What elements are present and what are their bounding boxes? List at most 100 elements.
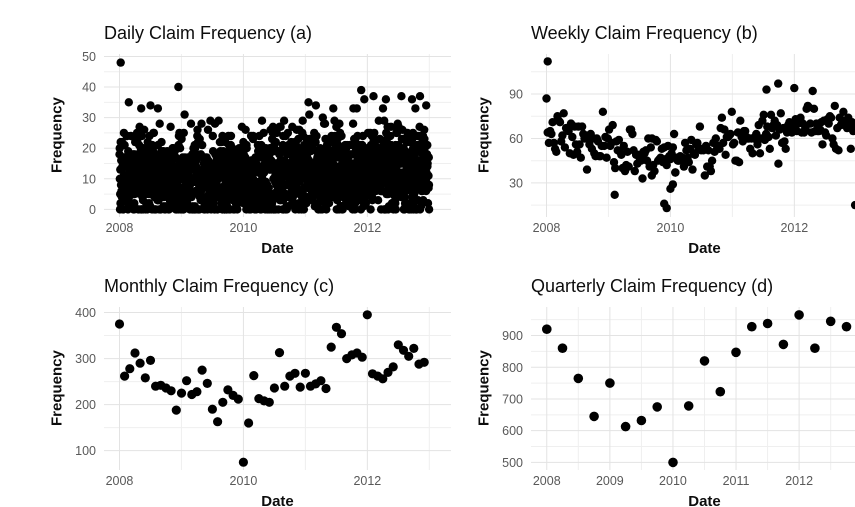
data-point: [197, 365, 207, 375]
data-point: [600, 141, 609, 151]
data-point: [304, 98, 313, 107]
data-point: [269, 383, 279, 393]
data-point: [778, 339, 789, 350]
data-point: [695, 122, 705, 131]
data-point: [720, 125, 729, 134]
data-point: [602, 153, 611, 162]
data-point: [380, 116, 389, 125]
data-point: [730, 138, 739, 148]
data-point: [809, 104, 819, 114]
data-point: [280, 381, 290, 391]
data-point: [326, 342, 336, 352]
data-point: [846, 144, 855, 153]
x-tick-label: 2010: [659, 474, 687, 488]
data-point: [238, 457, 248, 467]
data-point: [755, 149, 765, 158]
data-point: [320, 119, 330, 128]
data-point: [780, 137, 789, 146]
y-tick-label: 40: [82, 81, 96, 95]
data-point: [423, 140, 432, 150]
x-tick-label: 2012: [785, 474, 813, 488]
data-point: [543, 57, 552, 66]
x-tick-label: 2009: [596, 474, 624, 488]
data-point: [242, 144, 251, 153]
data-point: [378, 104, 388, 113]
data-point: [552, 147, 561, 156]
data-point: [218, 397, 228, 407]
data-point: [244, 418, 254, 428]
data-point: [157, 137, 166, 147]
data-point: [203, 125, 213, 134]
data-point: [638, 174, 647, 183]
data-point: [700, 171, 709, 180]
data-point: [636, 415, 647, 426]
data-point: [668, 180, 678, 189]
data-point: [197, 119, 206, 128]
data-point: [557, 343, 568, 353]
data-point: [336, 329, 347, 339]
data-point: [715, 386, 726, 397]
data-point: [145, 355, 156, 365]
data-point: [300, 368, 310, 378]
data-point: [257, 116, 267, 125]
data-point: [841, 321, 852, 332]
data-point: [208, 131, 217, 141]
data-point: [794, 310, 804, 320]
data-point: [668, 143, 678, 152]
data-point: [781, 144, 790, 153]
data-point: [424, 180, 434, 190]
data-point: [120, 371, 130, 381]
data-point: [338, 205, 347, 214]
data-point: [850, 120, 855, 130]
data-point: [137, 104, 146, 113]
data-point: [146, 101, 155, 110]
data-point: [279, 116, 289, 125]
data-point: [734, 158, 744, 167]
x-axis-title-daily: Date: [261, 240, 294, 257]
y-tick-label: 30: [82, 111, 96, 125]
data-point: [298, 116, 307, 125]
data-point: [684, 158, 693, 167]
y-tick-label: 500: [502, 456, 523, 470]
data-point: [547, 129, 556, 139]
data-point: [391, 205, 400, 214]
data-point: [419, 357, 429, 367]
data-point: [826, 113, 836, 122]
data-point: [264, 397, 274, 407]
data-point: [423, 199, 433, 208]
y-tick-label: 400: [75, 306, 96, 320]
data-point: [369, 92, 378, 101]
y-tick-label: 0: [89, 203, 96, 217]
data-point: [624, 162, 633, 171]
data-point: [762, 318, 773, 329]
data-point: [818, 140, 827, 149]
data-point: [316, 376, 326, 386]
data-point: [646, 143, 655, 152]
data-point: [424, 171, 433, 180]
data-point: [130, 199, 139, 208]
data-point: [630, 166, 639, 176]
data-point: [259, 128, 268, 138]
data-point: [542, 94, 551, 103]
data-point: [611, 163, 620, 173]
data-point: [362, 310, 372, 320]
data-point: [690, 150, 700, 159]
data-point: [373, 196, 383, 205]
data-point: [249, 131, 258, 141]
data-point: [316, 144, 325, 153]
data-point: [415, 92, 425, 101]
data-point: [717, 113, 727, 122]
chart-title-weekly: Weekly Claim Frequency (b): [531, 23, 758, 43]
data-point: [568, 132, 577, 142]
data-point: [790, 83, 799, 93]
data-point: [312, 131, 321, 141]
data-point: [398, 345, 409, 355]
data-point: [762, 85, 771, 94]
data-point: [180, 110, 189, 119]
data-point: [576, 153, 585, 162]
data-point: [614, 135, 624, 145]
data-point: [166, 122, 175, 131]
y-tick-label: 600: [502, 424, 523, 438]
data-point: [806, 119, 815, 128]
